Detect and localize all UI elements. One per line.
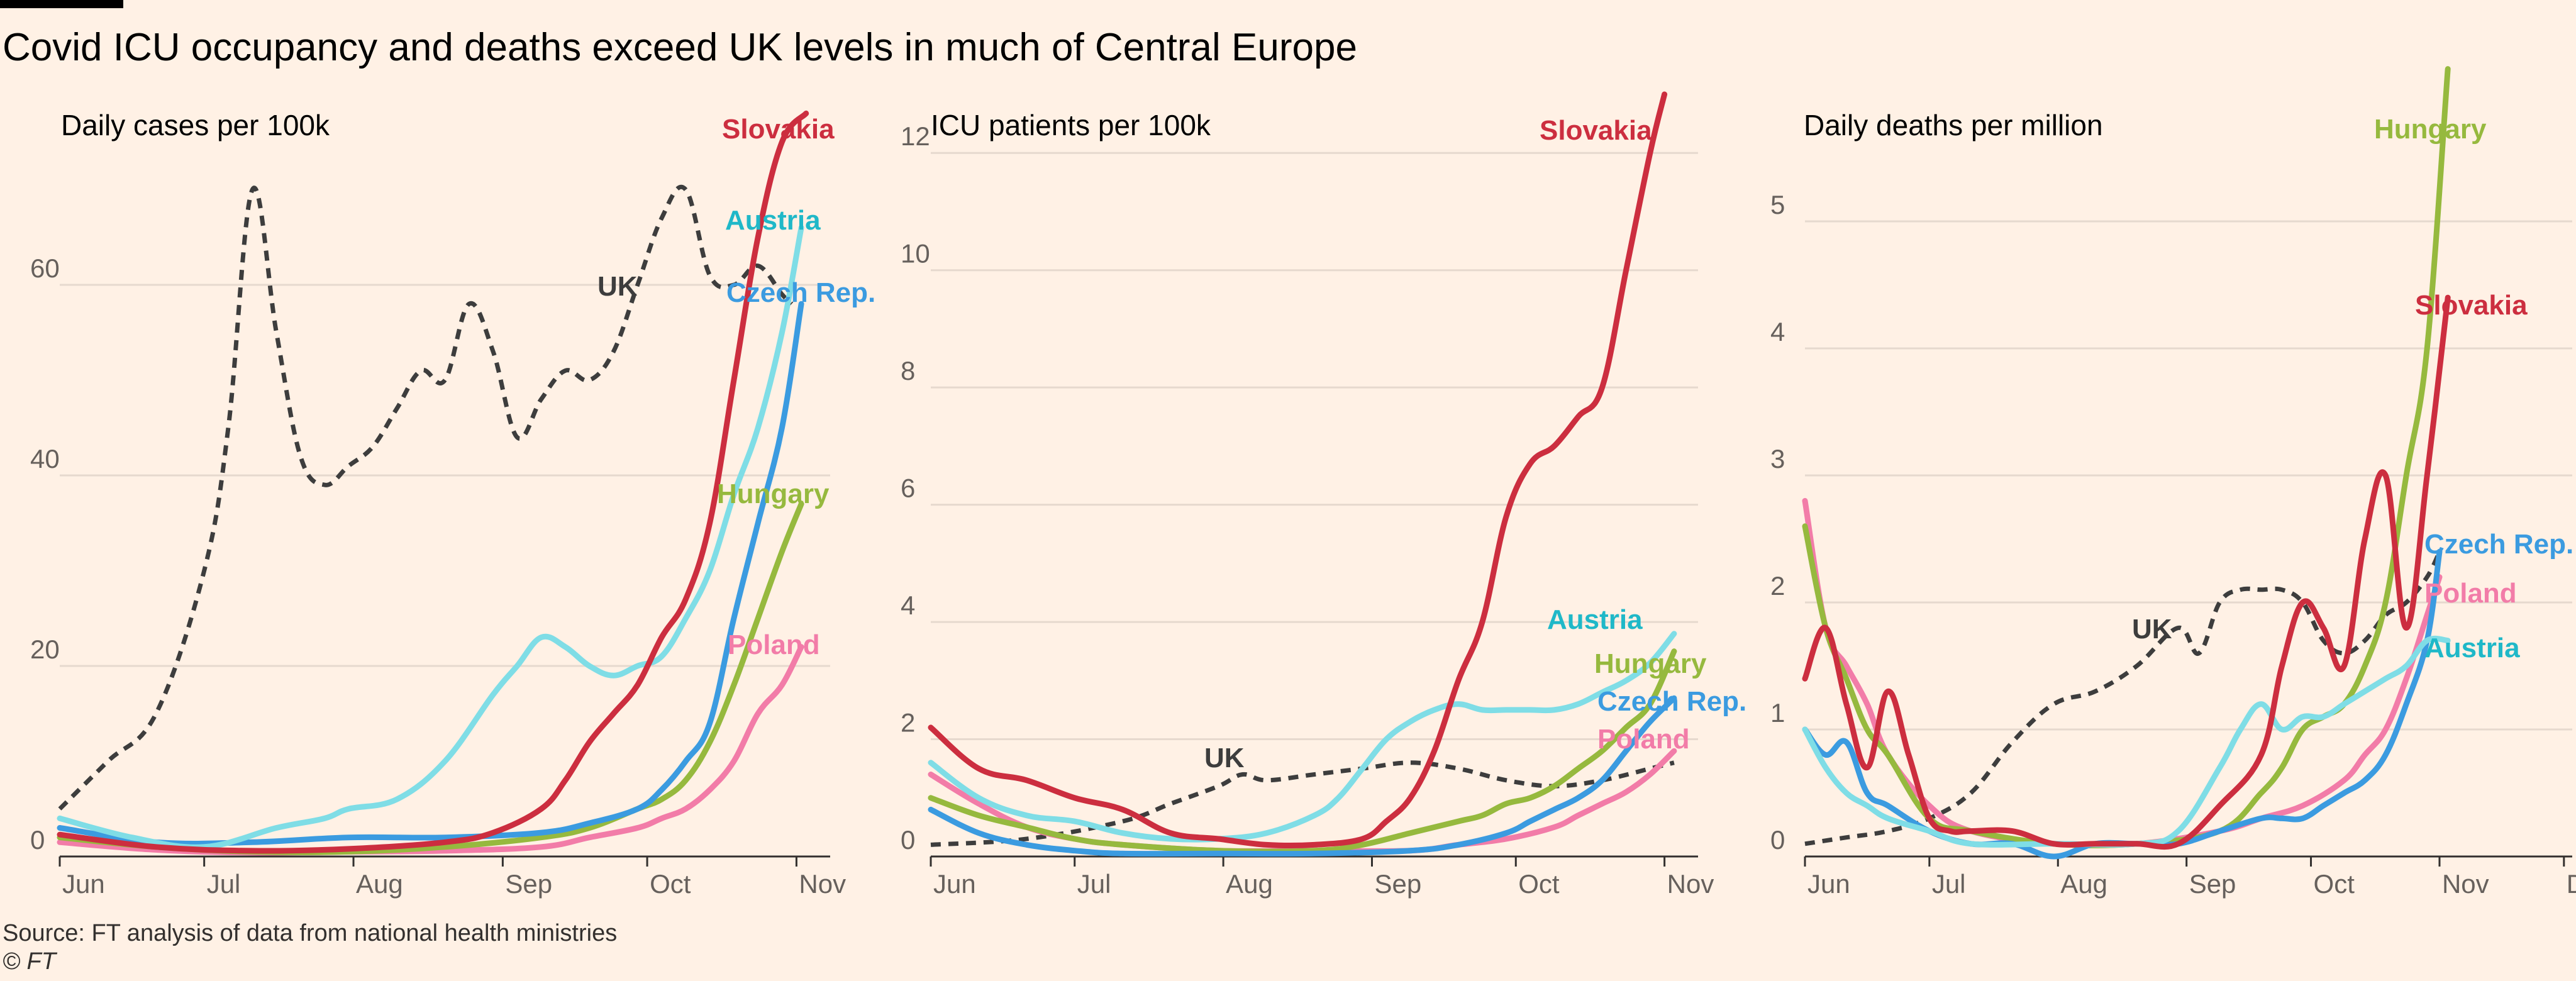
ft-brand-bar <box>0 0 123 8</box>
series-line-hungary <box>57 501 804 855</box>
y-tick-label: 5 <box>1770 190 1785 219</box>
x-tick-label: Nov <box>1667 869 1714 899</box>
series-line-hungary <box>1802 66 2451 848</box>
chart-panel-1: Daily cases per 100k 0 20 40 60 Jun Jul Aug Sep O… <box>30 109 875 899</box>
series-label-uk: UK <box>2132 614 2172 645</box>
series-line-poland <box>57 644 804 856</box>
copyright-note: © FT <box>3 948 56 975</box>
series-label-czech-rep: Czech Rep. <box>726 277 875 308</box>
x-tick-label: Jul <box>1077 869 1111 899</box>
x-tick-label: Sep <box>505 869 552 899</box>
series-line-slovakia <box>1802 294 2451 850</box>
series-label-poland: Poland <box>728 629 820 660</box>
series-line-austria <box>1802 635 2451 848</box>
series-label-hungary: Hungary <box>1594 648 1707 679</box>
y-tick-label: 0 <box>30 825 45 855</box>
y-tick-label: 10 <box>901 239 930 269</box>
series-label-uk: UK <box>597 271 638 302</box>
x-tick-label: Jun <box>933 869 976 899</box>
x-tick-label: Jun <box>62 869 105 899</box>
x-tick-label: Oct <box>1518 869 1560 899</box>
series-label-poland: Poland <box>2424 578 2517 609</box>
series-label-hungary: Hungary <box>2374 114 2487 145</box>
series-label-czech-rep: Czech Rep. <box>1597 686 1746 717</box>
series-label-austria: Austria <box>1547 604 1643 635</box>
x-tick-label: Nov <box>799 869 846 899</box>
series-line-slovakia <box>57 110 809 854</box>
chart-panel-2: ICU patients per 100k 0 2 4 6 8 10 12 Jun Jul Aug S… <box>901 91 1746 899</box>
y-tick-label: 2 <box>1770 571 1785 601</box>
y-tick-label: 20 <box>30 635 60 664</box>
series-line-hungary <box>928 648 1677 855</box>
x-tick-label: Aug <box>2060 869 2107 899</box>
series-label-uk: UK <box>1204 743 1245 773</box>
y-tick-label: 40 <box>30 444 60 474</box>
y-tick-label: 60 <box>30 253 60 283</box>
series-line-czech-rep <box>57 301 804 846</box>
chart-panel-3: Daily deaths per million 0 1 2 3 4 5 Jun Jul Aug S… <box>1770 66 2576 899</box>
x-tick-label: Aug <box>356 869 403 899</box>
y-tick-label: 1 <box>1770 698 1785 728</box>
x-tick-label: Sep <box>2189 869 2236 899</box>
x-tick-label: Jul <box>1932 869 1966 899</box>
panel-title-1: Daily cases per 100k <box>61 109 330 141</box>
chart-title: Covid ICU occupancy and deaths exceed UK… <box>3 26 1357 69</box>
y-tick-label: 0 <box>1770 825 1785 855</box>
series-label-czech-rep: Czech Rep. <box>2424 529 2573 560</box>
y-tick-label: 3 <box>1770 444 1785 474</box>
y-tick-label: 6 <box>901 474 915 503</box>
y-tick-label: 2 <box>901 708 915 738</box>
x-tick-label: Oct <box>650 869 691 899</box>
y-tick-label: 12 <box>901 121 930 151</box>
source-note: Source: FT analysis of data from nationa… <box>3 920 618 946</box>
series-label-poland: Poland <box>1597 724 1690 755</box>
series-line-uk <box>930 760 1675 847</box>
panel-title-2: ICU patients per 100k <box>931 109 1211 141</box>
x-tick-label: Dec <box>2567 869 2576 899</box>
y-tick-label: 4 <box>901 590 915 620</box>
y-tick-label: 4 <box>1770 317 1785 346</box>
x-tick-label: Aug <box>1226 869 1273 899</box>
series-line-uk <box>58 184 794 811</box>
series-line-uk <box>1804 550 2442 846</box>
series-line-slovakia <box>928 91 1668 849</box>
x-tick-label: Jun <box>1807 869 1850 899</box>
series-label-austria: Austria <box>725 205 821 236</box>
series-line-czech-rep <box>928 695 1677 857</box>
y-tick-label: 8 <box>901 356 915 385</box>
series-line-austria <box>57 224 804 850</box>
series-label-slovakia: Slovakia <box>1540 115 1652 146</box>
series-label-slovakia: Slovakia <box>2415 290 2528 321</box>
series-label-slovakia: Slovakia <box>722 114 835 145</box>
series-line-austria <box>928 631 1677 843</box>
x-tick-label: Oct <box>2314 869 2355 899</box>
y-tick-label: 0 <box>901 825 915 855</box>
series-label-hungary: Hungary <box>717 479 830 509</box>
x-tick-label: Nov <box>2442 869 2489 899</box>
panel-title-3: Daily deaths per million <box>1804 109 2103 141</box>
x-tick-label: Jul <box>207 869 241 899</box>
x-tick-label: Sep <box>1375 869 1422 899</box>
series-label-austria: Austria <box>2424 633 2520 663</box>
